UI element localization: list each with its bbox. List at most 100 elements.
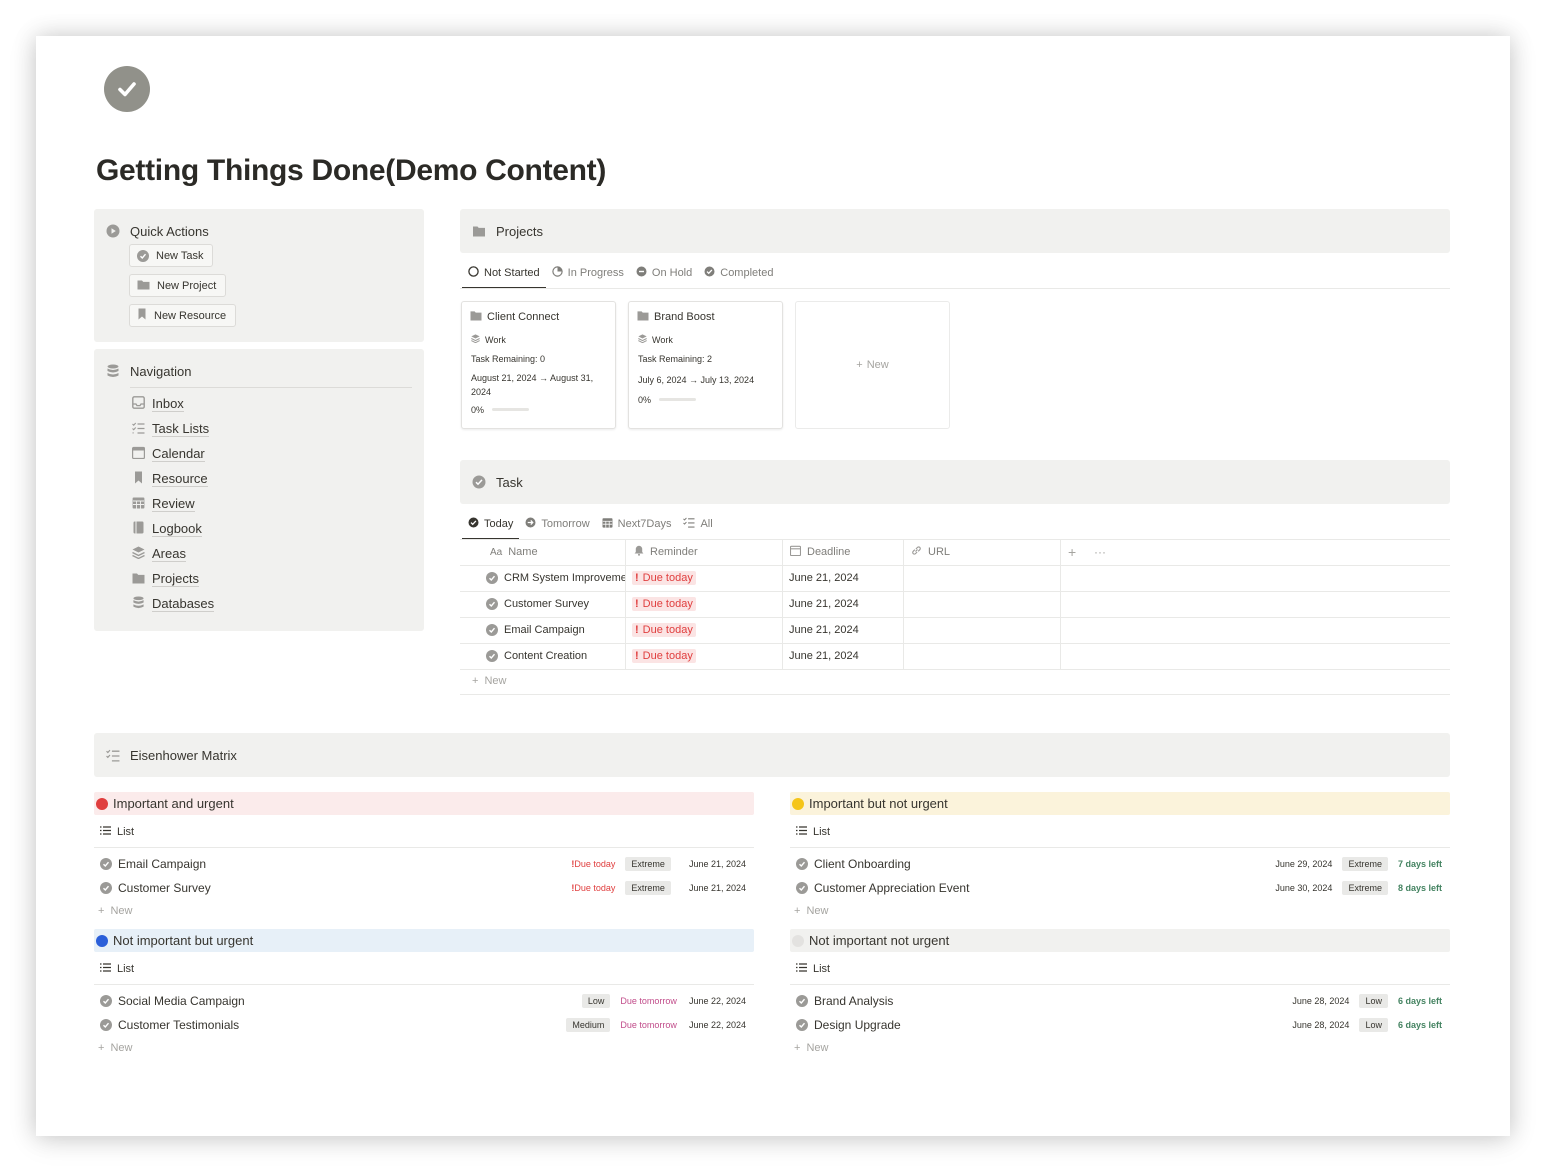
card-dates: August 21, 2024 → August 31, 2024 [471,373,594,397]
column-header-label: Name [508,546,538,558]
new-item-row[interactable]: + New [794,1042,828,1054]
nav-item-areas[interactable]: Areas [132,545,186,563]
new-resource-button[interactable]: New Resource [129,304,237,327]
column-divider [625,539,626,669]
nav-item-projects[interactable]: Projects [132,570,199,588]
table-row-name[interactable]: Content Creation [486,643,625,669]
nav-item-databases[interactable]: Databases [132,595,215,613]
nav-item-resource[interactable]: Resource [132,470,208,488]
item-name-text: Client Onboarding [814,857,911,871]
projects-header: Projects [460,209,1450,253]
tab-today[interactable]: Today [462,512,520,540]
check-circle-icon [486,572,498,584]
reminder-text: Due today [642,572,693,584]
tab-not-started[interactable]: Not Started [462,261,546,289]
list-divider [790,984,1450,985]
list-item[interactable]: Design Upgrade June 28, 2024 Low 6 days … [796,1014,1450,1036]
check-circle-icon [137,249,149,262]
nav-item-logbook[interactable]: Logbook [132,520,202,538]
plus-icon: + [794,1042,801,1054]
project-card[interactable]: Brand Boost Work Task Remaining: 2 July … [628,301,783,429]
new-row-label: New [484,675,507,687]
tab-completed[interactable]: Completed [698,261,779,285]
add-property-button[interactable]: + [1068,544,1077,560]
tab-all[interactable]: All [677,512,718,536]
quick-actions-title: Quick Actions [130,224,209,239]
plus-icon: + [472,675,479,687]
new-task-button[interactable]: New Task [129,244,214,267]
list-view-tab[interactable]: List [100,826,134,838]
priority-tag: Low [1359,994,1388,1008]
plus-icon: + [98,1042,105,1054]
nav-item-inbox[interactable]: Inbox [132,395,184,413]
card-dates: July 6, 2024 → July 13, 2024 [638,375,755,385]
tab-tomorrow[interactable]: Tomorrow [519,512,595,536]
list-icon [796,826,807,838]
table-row-name[interactable]: Customer Survey [486,591,625,617]
table-row-name[interactable]: Email Campaign [486,617,625,643]
new-item-row[interactable]: + New [794,905,828,917]
calendar-icon [132,446,146,462]
more-options-icon[interactable]: ··· [1094,545,1106,559]
list-item[interactable]: Email Campaign !Due today Extreme June 2… [100,853,754,875]
check-circle-icon [472,475,486,489]
item-name: Customer Appreciation Event [796,881,969,895]
plus-icon: + [98,905,105,917]
list-item[interactable]: Customer Testimonials Medium Due tomorro… [100,1014,754,1036]
check-circle-icon[interactable] [104,66,150,112]
project-card[interactable]: Client Connect Work Task Remaining: 0 Au… [461,301,616,429]
link-icon [911,545,922,559]
list-view-tab[interactable]: List [796,963,830,975]
list-icon [100,963,111,975]
reminder-value: Due today [574,859,616,869]
column-header-label: Reminder [650,546,698,558]
list-item[interactable]: Customer Survey !Due today Extreme June … [100,877,754,899]
column-header-name[interactable]: Aa Name [482,539,538,565]
column-header-deadline[interactable]: Deadline [782,539,850,565]
tab-in-progress[interactable]: In Progress [546,261,630,285]
folder-icon [470,310,482,324]
list-item[interactable]: Client Onboarding June 29, 2024 Extreme … [796,853,1450,875]
tab-on-hold[interactable]: On Hold [630,261,698,285]
new-item-row[interactable]: + New [98,905,132,917]
nav-item-calendar[interactable]: Calendar [132,445,205,463]
item-name-text: Customer Testimonials [118,1018,240,1032]
new-row-label: New [806,905,829,917]
matrix-header: Eisenhower Matrix [94,733,1450,777]
reminder-badge: ! Due today [632,649,696,663]
new-task-row[interactable]: + New [472,675,506,687]
item-name: Client Onboarding [796,857,911,871]
card-progress-bar [492,408,529,411]
check-circle-icon [796,1019,808,1031]
item-properties: Medium Due tomorrow June 22, 2024 [566,1018,746,1032]
column-header-reminder[interactable]: Reminder [626,539,698,565]
tab-label: Not Started [484,267,540,279]
item-name-text: Brand Analysis [814,994,894,1008]
list-item[interactable]: Brand Analysis June 28, 2024 Low 6 days … [796,990,1450,1012]
reminder-text: !Due today [571,883,615,893]
column-header-url[interactable]: URL [903,539,950,565]
list-item[interactable]: Social Media Campaign Low Due tomorrow J… [100,990,754,1012]
list-view-tab[interactable]: List [796,826,830,838]
check-circle-icon [796,882,808,894]
card-remaining: Task Remaining: 0 [471,354,546,364]
new-project-card[interactable]: + New [795,301,950,429]
list-view-tab[interactable]: List [100,963,134,975]
new-project-button[interactable]: New Project [129,274,227,297]
folder-icon [132,572,145,587]
new-item-row[interactable]: + New [98,1042,132,1054]
tab-label: On Hold [651,267,693,279]
days-left: 6 days left [1397,996,1442,1006]
checklist-icon [106,748,120,762]
tab-label: Tomorrow [541,518,590,530]
table-row-name[interactable]: CRM System Improvement [486,565,625,591]
task-name: Customer Survey [504,598,589,610]
column-divider [782,539,783,669]
nav-item-review[interactable]: Review [132,495,195,513]
tab-next7days[interactable]: Next7Days [596,512,678,536]
reminder-badge: ! Due today [632,597,696,611]
card-remaining: Task Remaining: 2 [638,354,713,364]
check-circle-icon [468,517,479,531]
list-item[interactable]: Customer Appreciation Event June 30, 202… [796,877,1450,899]
nav-item-task-lists[interactable]: Task Lists [132,420,210,438]
